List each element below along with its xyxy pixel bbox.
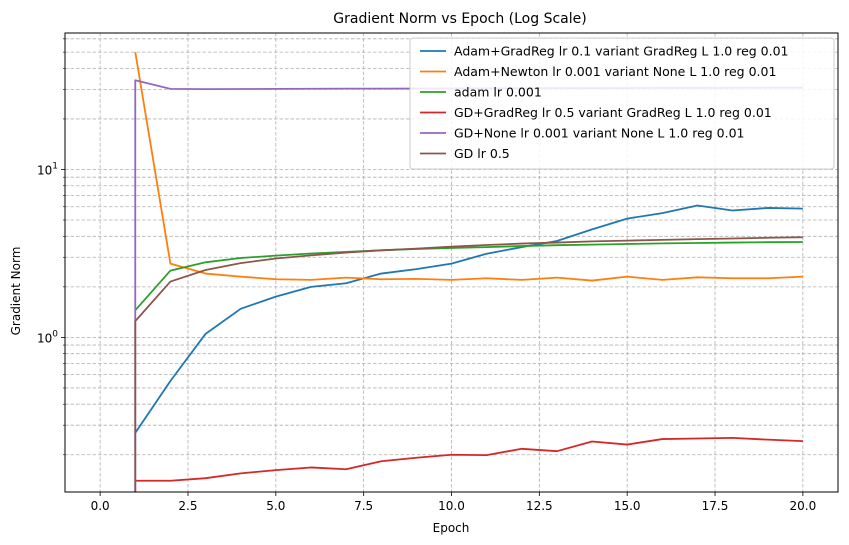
x-tick-label: 2.5 [178,499,197,513]
legend-entry-label: Adam+Newton lr 0.001 variant None L 1.0 … [454,64,776,79]
y-tick-label: 100 [37,329,58,345]
x-tick-label: 10.0 [438,499,465,513]
y-axis-label: Gradient Norm [9,247,23,336]
y-tick-label: 101 [37,161,58,177]
x-axis-ticks: 0.0 2.5 5.0 7.5 10.0 12.5 15.0 17.5 20.0 [91,492,817,513]
x-tick-label: 17.5 [702,499,729,513]
legend-entry-label: GD lr 0.5 [454,146,510,161]
series-line-6 [134,236,803,492]
legend-box [409,37,835,170]
series-line-2 [134,51,803,282]
y-tick-exponent: 0 [52,329,58,339]
x-tick-label: 7.5 [354,499,373,513]
y-tick-base: 10 [37,163,52,177]
x-tick-label: 0.0 [91,499,110,513]
y-tick-base: 10 [37,331,52,345]
x-tick-label: 12.5 [526,499,553,513]
chart-title: Gradient Norm vs Epoch (Log Scale) [333,11,586,27]
series-line-1 [134,204,803,434]
legend-entry-label: GD+GradReg lr 0.5 variant GradReg L 1.0 … [454,105,772,120]
legend-entry-label: GD+None lr 0.001 variant None L 1.0 reg … [454,126,745,141]
x-axis-label: Epoch [433,521,470,535]
x-tick-label: 15.0 [614,499,641,513]
x-tick-label: 20.0 [790,499,817,513]
x-tick-label: 5.0 [266,499,285,513]
legend-entry-label: adam lr 0.001 [454,85,542,100]
y-tick-exponent: 1 [52,161,58,171]
series-line-3 [134,241,803,311]
legend-entry-label: Adam+GradReg lr 0.1 variant GradReg L 1.… [454,44,789,59]
legend: Adam+GradReg lr 0.1 variant GradReg L 1.… [409,37,835,170]
series-line-4 [135,436,803,482]
